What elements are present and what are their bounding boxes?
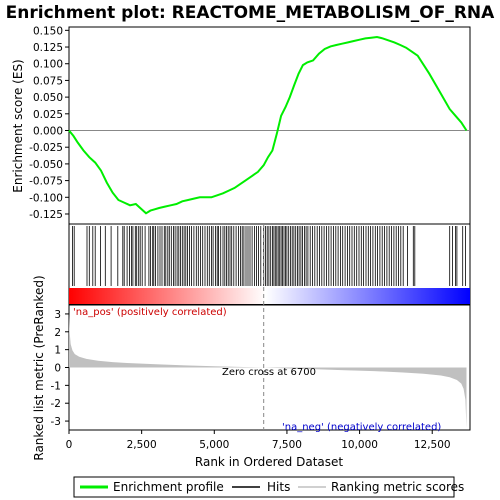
es-y-tick-label: -0.125	[29, 209, 63, 221]
negative-correlation-label: 'na_neg' (negatively correlated)	[282, 422, 441, 433]
positive-correlation-label: 'na_pos' (positively correlated)	[73, 307, 227, 318]
es-y-tick-label: 0.025	[33, 109, 63, 121]
metric-y-tick-label: 2	[54, 327, 61, 339]
es-y-tick-label: 0.100	[33, 59, 63, 71]
chart-title: Enrichment plot: REACTOME_METABOLISM_OF_…	[6, 3, 496, 23]
es-y-tick-label: 0.075	[33, 75, 63, 87]
metric-y-tick-label: -2	[51, 398, 61, 410]
legend-hits-label: Hits	[267, 480, 290, 494]
legend: Enrichment profile Hits Ranking metric s…	[73, 476, 464, 498]
x-tick-label: 12,500	[414, 439, 451, 451]
metric-y-tick-label: 0	[54, 363, 61, 375]
legend-metric-label: Ranking metric scores	[331, 480, 464, 494]
x-axis-label: Rank in Ordered Dataset	[195, 455, 343, 469]
legend-box	[73, 476, 455, 498]
x-tick-label: 5,000	[199, 439, 229, 451]
es-y-axis-label: Enrichment score (ES)	[11, 59, 25, 192]
es-y-tick-label: -0.050	[29, 159, 63, 171]
metric-y-tick-label: 1	[54, 345, 61, 357]
x-tick-label: 7,500	[272, 439, 302, 451]
es-panel: 0.150 0.125 0.100 0.075 0.050 0.025 0.000 -0.02…	[11, 25, 471, 225]
metric-y-tick-label: -1	[51, 380, 61, 392]
x-axis-ticks: 0 2,500 5,000 7,500 10,000 12,500	[66, 430, 451, 451]
hit-marks	[72, 226, 467, 286]
hits-panel	[68, 223, 471, 305]
legend-enrichment-label: Enrichment profile	[113, 480, 224, 494]
metric-y-tick-label: -3	[51, 416, 61, 428]
es-y-tick-label: 0.000	[33, 126, 63, 138]
es-y-tick-label: 0.125	[33, 42, 63, 54]
ranking-metric-area	[69, 313, 467, 429]
x-tick-label: 2,500	[127, 439, 157, 451]
metric-y-axis-label: Ranked list metric (PreRanked)	[32, 275, 46, 460]
es-y-ticks: 0.150 0.125 0.100 0.075 0.050 0.025 0.000 -0.02…	[29, 25, 69, 221]
es-y-tick-label: -0.025	[29, 142, 63, 154]
x-tick-label: 0	[66, 439, 73, 451]
x-tick-label: 10,000	[341, 439, 378, 451]
es-y-tick-label: 0.150	[33, 25, 63, 37]
es-y-tick-label: 0.050	[33, 92, 63, 104]
metric-y-ticks: 3 2 1 0 -1 -2 -3	[51, 309, 69, 428]
zero-cross-label: Zero cross at 6700	[222, 367, 316, 378]
es-plot-frame	[68, 26, 471, 225]
es-y-tick-label: -0.075	[29, 176, 63, 188]
es-y-tick-label: -0.100	[29, 192, 63, 204]
rank-gradient-bar	[69, 288, 470, 304]
enrichment-profile-line	[68, 35, 468, 215]
metric-panel: 3 2 1 0 -1 -2 -3 'na_pos' (positively correlat…	[32, 224, 471, 461]
metric-y-tick-label: 3	[54, 309, 61, 321]
